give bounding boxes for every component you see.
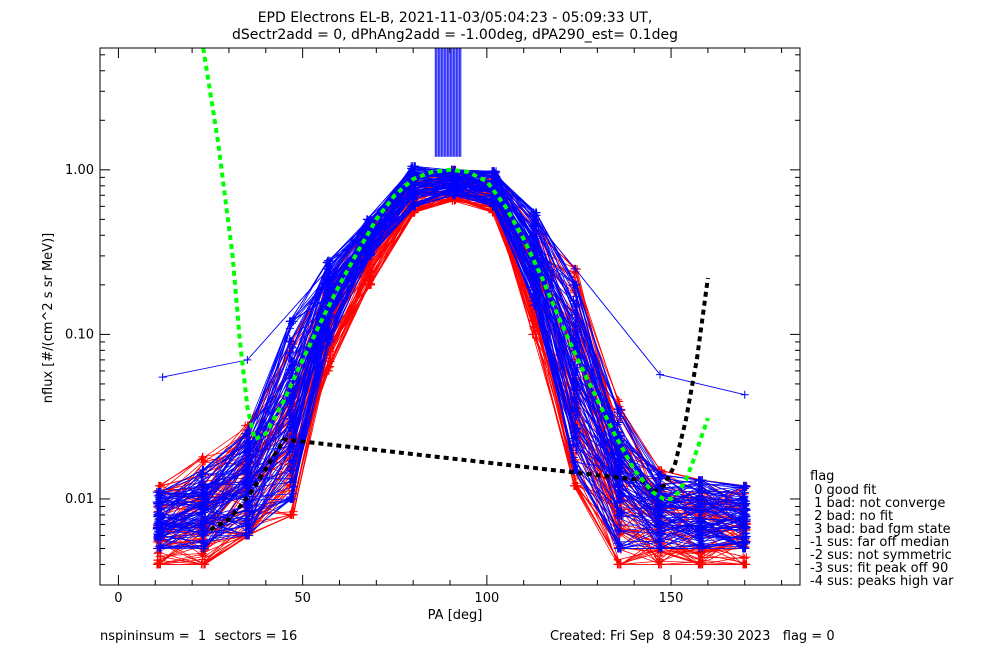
- flag-legend-item: -1 sus: far off median: [810, 535, 949, 550]
- x-tick-label: 50: [294, 591, 311, 606]
- x-tick-label: 0: [114, 591, 122, 606]
- x-tick-label: 100: [474, 591, 499, 606]
- flag-legend-title: flag: [810, 469, 834, 484]
- red-trace: [155, 177, 751, 513]
- axes-layer: 0 50 100 150 0.01 0.10 1.00: [65, 47, 801, 606]
- flag-legend-item: -3 sus: fit peak off 90: [810, 561, 948, 576]
- y-tick-label: 0.01: [65, 492, 94, 507]
- flag-legend-item: 2 bad: no fit: [810, 509, 893, 524]
- flag-legend-item: 0 good fit: [810, 483, 876, 498]
- blue-trace: [154, 171, 751, 519]
- blue-outlier-trace: [158, 167, 749, 399]
- blue-trace: [154, 168, 748, 508]
- chart-title-line1: EPD Electrons EL-B, 2021-11-03/05:04:23 …: [258, 10, 653, 26]
- flag-legend-item: -4 sus: peaks high var: [810, 574, 954, 589]
- flag-legend-item: -2 sus: not symmetric: [810, 548, 952, 563]
- x-tick-label: 150: [659, 591, 684, 606]
- x-axis-label: PA [deg]: [428, 608, 483, 623]
- green-fit-curve: [201, 48, 710, 501]
- blue-trace: [155, 164, 750, 514]
- black-fit-curve: [209, 277, 710, 532]
- overflow-band: [434, 48, 462, 157]
- flag-legend: flag 0 good fit 1 bad: not converge 2 ba…: [810, 469, 954, 589]
- y-tick-label: 1.00: [65, 163, 94, 178]
- y-tick-label: 0.10: [65, 327, 94, 342]
- y-axis-label: nflux [#/(cm^2 s sr MeV)]: [41, 233, 56, 403]
- blue-trace: [152, 165, 748, 510]
- flag-legend-item: 3 bad: bad fgm state: [810, 522, 951, 537]
- chart-title-line2: dSectr2add = 0, dPhAng2add = -1.00deg, d…: [232, 27, 678, 43]
- blue-trace: [156, 186, 751, 542]
- footer-left: nspininsum = 1 sectors = 16: [100, 629, 297, 644]
- flag-legend-item: 1 bad: not converge: [810, 496, 945, 511]
- footer-right: Created: Fri Sep 8 04:59:30 2023 flag = …: [550, 629, 835, 644]
- series-layer: [152, 48, 751, 569]
